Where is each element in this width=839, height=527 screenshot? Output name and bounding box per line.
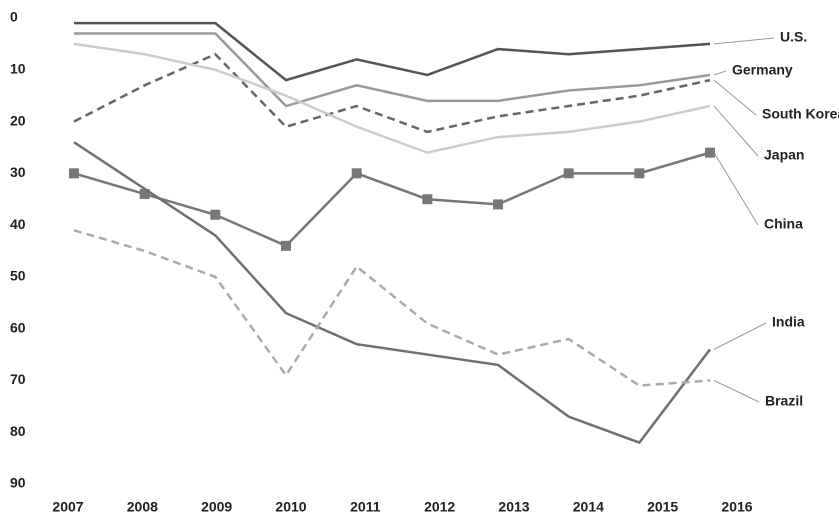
x-tick-label: 2012 — [424, 499, 455, 515]
y-tick-label: 20 — [10, 112, 26, 128]
point-marker — [705, 147, 715, 158]
x-tick-label: 2007 — [52, 499, 83, 515]
x-tick-label: 2010 — [275, 499, 306, 515]
series-label: Japan — [764, 147, 804, 163]
x-tick-label: 2013 — [498, 499, 529, 515]
x-tick-label: 2009 — [201, 499, 232, 515]
y-tick-label: 10 — [10, 60, 26, 76]
point-marker — [351, 168, 362, 179]
series-label: China — [764, 216, 803, 232]
series-line — [74, 21, 711, 82]
series-label: India — [772, 314, 805, 330]
point-marker — [422, 194, 433, 205]
point-marker — [634, 168, 645, 179]
series-line — [73, 229, 711, 387]
leader-line — [713, 152, 759, 226]
series-line — [73, 151, 711, 248]
x-tick-label: 2011 — [350, 499, 381, 515]
y-tick-label: 90 — [10, 475, 26, 491]
point-marker — [493, 199, 503, 210]
leader-line — [713, 379, 760, 403]
y-tick-label: 60 — [10, 319, 26, 335]
y-tick-label: 70 — [10, 371, 26, 387]
series-label: U.S. — [780, 29, 807, 45]
y-tick-label: 30 — [10, 164, 26, 180]
leader-line — [713, 37, 775, 45]
y-tick-label: 0 — [10, 9, 18, 25]
point-marker — [139, 189, 150, 200]
series-line — [74, 32, 711, 108]
leader-line — [713, 322, 767, 350]
y-tick-label: 50 — [10, 268, 26, 284]
x-tick-label: 2008 — [127, 499, 158, 515]
y-tick-label: 80 — [10, 423, 26, 439]
series-label: Brazil — [765, 393, 803, 409]
point-marker — [69, 168, 79, 179]
point-marker — [281, 240, 291, 251]
series-line — [73, 42, 711, 154]
leader-line — [713, 79, 757, 116]
leader-line — [713, 70, 727, 76]
series-line — [73, 141, 711, 445]
leader-line — [713, 105, 759, 157]
x-tick-label: 2015 — [647, 499, 678, 515]
series-line — [73, 52, 711, 134]
y-tick-label: 40 — [10, 216, 26, 232]
x-tick-label: 2014 — [573, 499, 604, 515]
series-label: South Korea — [762, 106, 839, 122]
series-label: Germany — [732, 62, 793, 78]
point-marker — [210, 209, 221, 220]
x-tick-label: 2016 — [721, 499, 752, 515]
point-marker — [563, 168, 574, 179]
